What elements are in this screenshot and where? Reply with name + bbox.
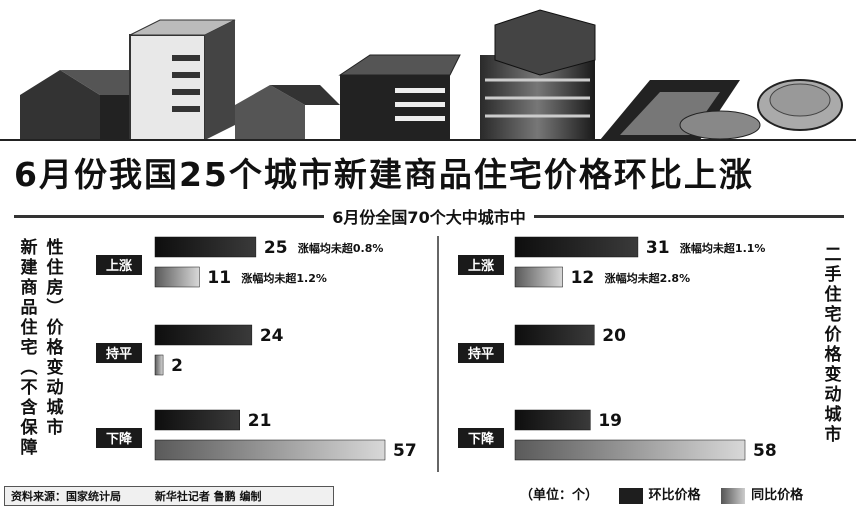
category-tag-1-2 <box>458 428 504 448</box>
credit-text: 新华社记者 鲁鹏 编制 <box>154 490 262 503</box>
category-tag-0-1 <box>96 343 142 363</box>
data-label-0-0-0: 25 <box>264 238 288 258</box>
category-label-1-0: 上涨 <box>468 259 494 274</box>
category-tag-1-0 <box>458 255 504 275</box>
data-label-0-0-1: 11 <box>207 268 231 288</box>
annotation-0-0-1: 涨幅均未超1.2% <box>241 271 327 285</box>
left-panel-label-1: 新建商品住宅（不含保障 <box>16 238 37 458</box>
bar-1-1-0 <box>514 324 595 346</box>
bar-0-2-0 <box>154 409 240 431</box>
data-label-1-2-0: 19 <box>598 411 622 431</box>
category-label-1-2: 下降 <box>468 431 495 447</box>
left-panel-label-2: 性住房）价格变动城市 <box>42 238 63 438</box>
footer: 资料来源：国家统计局 新华社记者 鲁鹏 编制 （单位：个） 环比价格 同比价格 <box>0 478 856 512</box>
bar-1-0-1 <box>514 266 563 288</box>
category-label-0-2: 下降 <box>106 431 133 447</box>
buildings-illustration <box>0 9 856 141</box>
bar-0-0-1 <box>154 266 200 288</box>
data-label-0-1-0: 24 <box>260 326 284 346</box>
bar-0-1-1 <box>154 354 164 376</box>
category-label-0-1: 持平 <box>106 346 132 362</box>
category-tag-0-2 <box>96 428 142 448</box>
legend: （单位：个） 环比价格 同比价格 <box>520 486 803 506</box>
legend-swatch-mom <box>618 487 643 504</box>
category-label-1-1: 持平 <box>468 346 494 362</box>
data-label-1-0-0: 31 <box>646 238 670 258</box>
source-text: 资料来源：国家统计局 <box>11 490 121 503</box>
chart-subtitle: 6月份全国70个大中城市中 <box>14 204 844 228</box>
data-label-1-1-0: 20 <box>602 326 626 346</box>
data-label-1-0-1: 12 <box>571 268 595 288</box>
category-tag-0-0 <box>96 255 142 275</box>
bar-0-1-0 <box>154 324 253 346</box>
data-label-0-1-1: 2 <box>171 356 183 376</box>
subtitle-text: 6月份全国70个大中城市中 <box>324 208 534 227</box>
legend-unit: （单位：个） <box>520 488 599 503</box>
right-panel-label: 二手住宅价格变动城市 <box>820 245 841 445</box>
legend-swatch-yoy <box>721 487 746 504</box>
legend-label-yoy: 同比价格 <box>751 488 804 503</box>
bar-0-0-0 <box>154 236 257 258</box>
bar-1-0-0 <box>514 236 639 258</box>
legend-label-mom: 环比价格 <box>648 488 701 503</box>
chart-title: 6月份我国25个城市新建商品住宅价格环比上涨 <box>14 155 754 194</box>
category-label-0-0: 上涨 <box>106 259 132 274</box>
category-tag-1-1 <box>458 343 504 363</box>
panel-divider <box>437 236 439 472</box>
data-label-1-2-1: 58 <box>753 441 777 461</box>
source-box: 资料来源：国家统计局 新华社记者 鲁鹏 编制 <box>4 486 334 506</box>
annotation-0-0-0: 涨幅均未超0.8% <box>298 241 384 255</box>
bar-1-2-1 <box>514 439 746 461</box>
annotation-1-0-1: 涨幅均未超2.8% <box>605 271 691 285</box>
data-label-0-2-0: 21 <box>248 411 272 431</box>
bar-1-2-0 <box>514 409 591 431</box>
data-label-0-2-1: 57 <box>393 441 417 461</box>
bar-0-2-1 <box>154 439 386 461</box>
annotation-1-0-0: 涨幅均未超1.1% <box>680 241 766 255</box>
subtitle-row: 6月份全国70个大中城市中 <box>14 204 844 228</box>
